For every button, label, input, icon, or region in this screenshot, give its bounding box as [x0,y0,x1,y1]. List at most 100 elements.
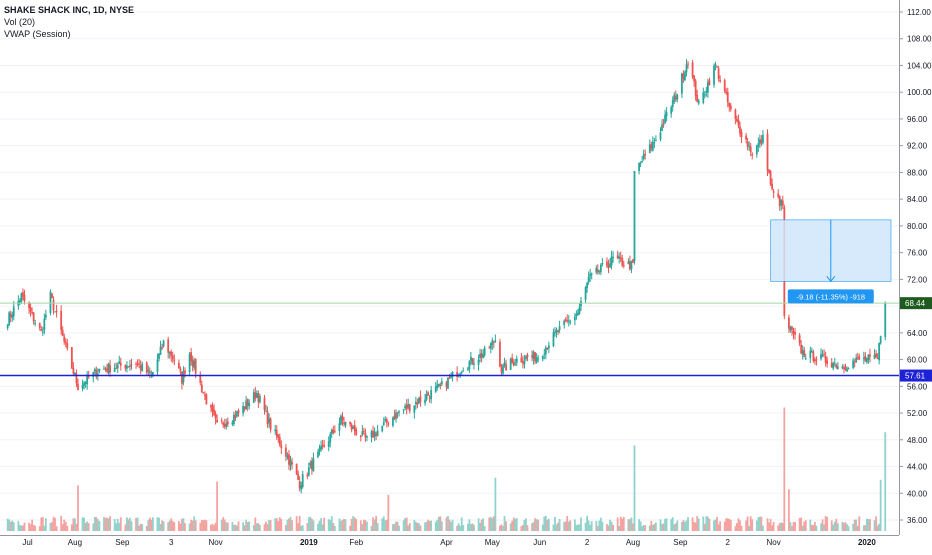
candle[interactable] [362,427,365,435]
candle[interactable] [662,118,665,128]
candle[interactable] [569,319,572,325]
candle[interactable] [630,260,633,274]
candle[interactable] [34,319,37,327]
candle[interactable] [804,353,807,361]
candle[interactable] [199,371,202,386]
candle[interactable] [821,349,824,358]
candle[interactable] [373,427,376,442]
candle[interactable] [349,421,352,427]
candle[interactable] [505,359,507,371]
candle[interactable] [135,361,137,369]
candle[interactable] [288,450,290,471]
candle[interactable] [268,413,270,428]
candle[interactable] [416,398,419,409]
candle[interactable] [51,292,53,299]
candle[interactable] [29,303,32,317]
candle[interactable] [252,388,255,403]
candle[interactable] [54,311,56,313]
candle[interactable] [309,460,312,469]
candle[interactable] [408,403,411,414]
candle[interactable] [749,142,752,157]
candle[interactable] [719,75,722,83]
candle[interactable] [661,119,663,132]
candle[interactable] [607,259,610,274]
candle[interactable] [95,366,98,380]
candle[interactable] [231,420,234,427]
candle[interactable] [534,352,537,365]
candle[interactable] [340,414,342,426]
candle[interactable] [502,363,504,376]
candle[interactable] [156,353,159,376]
candle[interactable] [177,359,180,369]
candle[interactable] [858,353,861,360]
candle[interactable] [310,457,313,475]
candle[interactable] [385,417,388,428]
candle[interactable] [596,264,599,275]
candle[interactable] [381,425,384,433]
candle[interactable] [214,410,217,425]
candle[interactable] [352,425,355,429]
candle[interactable] [107,362,110,375]
candle[interactable] [554,326,556,337]
candle[interactable] [703,90,706,99]
candle[interactable] [138,359,141,368]
candle[interactable] [482,349,485,359]
candle[interactable] [159,340,162,356]
candle[interactable] [280,440,283,455]
candle[interactable] [278,433,281,447]
candle[interactable] [255,390,258,399]
candle[interactable] [147,365,150,376]
candle[interactable] [737,114,740,129]
candle[interactable] [489,342,492,354]
candle[interactable] [726,87,729,108]
candle[interactable] [684,70,686,82]
candle[interactable] [470,351,472,366]
candle[interactable] [587,271,590,285]
candle[interactable] [798,333,801,347]
candle[interactable] [577,308,579,316]
candle[interactable] [124,364,127,372]
candle[interactable] [462,367,465,372]
candle[interactable] [436,379,439,391]
legend-vwap-indicator[interactable]: VWAP (Session) [4,29,71,39]
candle[interactable] [687,60,689,69]
candle[interactable] [606,257,608,269]
candle[interactable] [512,359,515,367]
candle[interactable] [676,93,679,103]
candle[interactable] [425,390,428,402]
candle[interactable] [772,188,775,199]
candle[interactable] [800,340,803,354]
candle[interactable] [598,269,601,275]
candle[interactable] [762,130,764,145]
candle[interactable] [170,349,173,362]
candle[interactable] [83,381,85,390]
candle[interactable] [471,357,474,365]
candle[interactable] [70,347,73,369]
candle[interactable] [557,329,559,336]
candle[interactable] [801,345,804,360]
candle[interactable] [492,340,495,349]
candle[interactable] [564,317,567,323]
candle[interactable] [330,428,333,438]
candle[interactable] [468,360,471,373]
candle[interactable] [343,417,345,427]
candle[interactable] [875,350,877,358]
candle[interactable] [521,355,524,369]
candle[interactable] [466,366,469,371]
candle[interactable] [353,420,356,436]
candle[interactable] [543,348,546,360]
candle[interactable] [547,341,550,354]
candle[interactable] [713,63,715,88]
candle[interactable] [158,353,160,362]
candle[interactable] [869,348,871,363]
candle[interactable] [810,347,813,353]
candle[interactable] [520,352,523,363]
candle[interactable] [586,281,589,294]
candle[interactable] [599,263,602,276]
candle[interactable] [145,361,148,375]
candle[interactable] [109,359,111,377]
candle[interactable] [856,352,859,360]
candle[interactable] [129,359,131,371]
candle[interactable] [627,258,630,265]
candle[interactable] [745,133,748,144]
